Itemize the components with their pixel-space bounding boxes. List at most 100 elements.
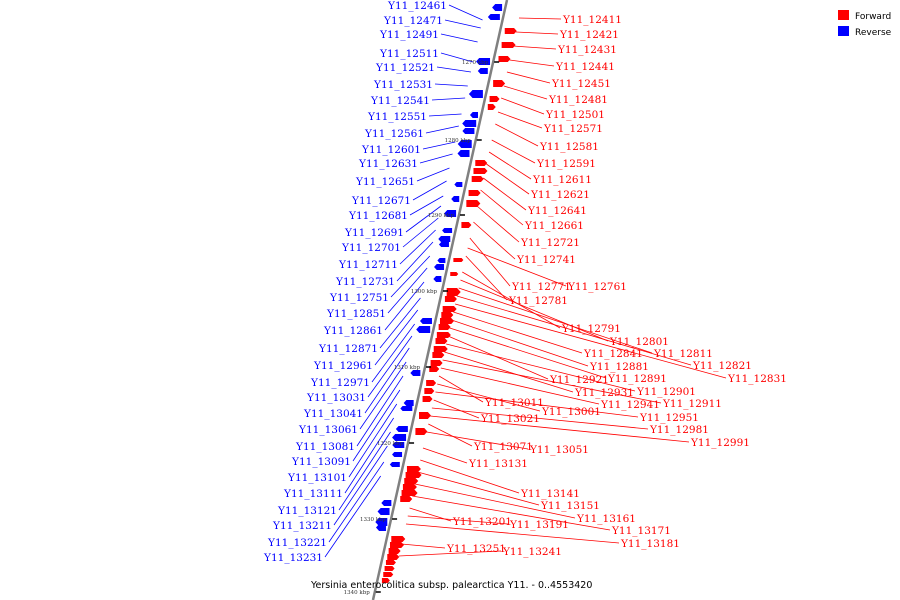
leader-line: [500, 97, 545, 115]
gene-arrow: [377, 508, 390, 515]
leader-line: [367, 335, 413, 398]
gene-label-forward: Y11_12951: [639, 412, 699, 424]
gene-label-reverse: Y11_12461: [387, 0, 447, 12]
gene-arrow: [381, 578, 390, 583]
gene-arrow: [392, 442, 405, 448]
leader-lines: [324, 4, 727, 558]
gene-label-reverse: Y11_12961: [313, 360, 373, 372]
leader-line: [437, 383, 541, 412]
gene-label-forward: Y11_12771: [511, 281, 571, 293]
gene-label-forward: Y11_13161: [576, 513, 636, 525]
gene-label-forward: Y11_12641: [527, 205, 587, 217]
gene-label-forward: Y11_12921: [549, 374, 609, 386]
gene-arrow: [493, 80, 506, 87]
axis-line: [371, 0, 509, 600]
gene-arrow: [400, 406, 413, 411]
gene-label-forward: Y11_13181: [620, 538, 680, 550]
gene-label-forward: Y11_12481: [548, 94, 608, 106]
gene-label-reverse: Y11_13121: [277, 505, 337, 517]
gene-arrow: [438, 324, 451, 330]
leader-line: [419, 153, 453, 164]
tick-label: 1270 kbp: [462, 60, 489, 66]
gene-arrow: [489, 96, 500, 102]
gene-arrow: [450, 272, 459, 276]
leader-line: [422, 447, 468, 464]
gene-label-reverse: Y11_12471: [383, 15, 443, 27]
gene-arrow: [430, 360, 443, 366]
gene-arrow: [432, 352, 445, 358]
gene-label-forward: Y11_12811: [653, 348, 713, 360]
gene-arrow: [454, 182, 463, 187]
legend-label-reverse: Reverse: [855, 28, 892, 38]
leader-line: [390, 255, 431, 298]
gene-arrow: [387, 554, 400, 560]
gene-label-forward: Y11_13151: [540, 500, 600, 512]
gene-label-reverse: Y11_12551: [367, 111, 427, 123]
leader-line: [497, 111, 543, 129]
ruler-ticks: 1270 kbp 1280 kbp 1290 kbp 1300 kbp 1310 kbp…: [344, 60, 500, 596]
gene-label-forward: Y11_12831: [727, 373, 787, 385]
gene-arrow: [487, 14, 500, 20]
gene-label-reverse: Y11_12861: [323, 325, 383, 337]
leader-line: [387, 267, 428, 314]
gene-label-reverse: Y11_12851: [326, 308, 386, 320]
gene-label-forward: Y11_13011: [484, 397, 544, 409]
gene-label-forward: Y11_12911: [662, 398, 722, 410]
leader-line: [444, 19, 481, 29]
legend-swatch-forward: [838, 10, 849, 20]
leader-line: [338, 431, 391, 511]
gene-arrow: [433, 346, 448, 352]
gene-label-forward: Y11_12621: [530, 189, 590, 201]
leader-line: [446, 343, 636, 392]
leader-line: [503, 85, 548, 100]
leader-line: [460, 279, 609, 342]
gene-label-forward: Y11_13021: [480, 413, 540, 425]
leader-line: [352, 389, 401, 462]
gene-label-forward: Y11_12571: [543, 123, 603, 135]
gene-label-forward: Y11_12411: [562, 14, 622, 26]
leader-line: [428, 423, 473, 447]
leader-line: [384, 281, 425, 331]
leader-line: [483, 177, 527, 211]
gene-label-reverse: Y11_13211: [272, 520, 332, 532]
gene-arrow: [401, 490, 418, 496]
leader-line: [438, 375, 484, 403]
gene-label-forward: Y11_12721: [520, 237, 580, 249]
tick-label: 1280 kbp: [445, 138, 472, 144]
leader-line: [409, 195, 444, 216]
gene-label-reverse: Y11_13031: [306, 392, 366, 404]
gene-label-forward: Y11_13001: [541, 406, 601, 418]
gene-arrow: [438, 236, 451, 242]
gene-arrow: [429, 366, 440, 372]
gene-arrow: [475, 160, 488, 166]
gene-label-forward: Y11_13241: [502, 546, 562, 558]
gene-arrow: [410, 370, 421, 376]
leader-line: [447, 335, 549, 380]
gene-arrow: [446, 288, 461, 296]
gene-label-forward: Y11_12941: [600, 399, 660, 411]
genome-axis: [371, 0, 509, 600]
leader-line: [506, 71, 551, 84]
gene-label-reverse: Y11_12631: [358, 158, 418, 170]
gene-arrow: [473, 168, 488, 174]
leader-line: [356, 375, 404, 447]
gene-label-reverse: Y11_13111: [283, 488, 343, 500]
gene-arrow: [433, 276, 442, 282]
leader-line: [480, 189, 524, 226]
gene-label-reverse: Y11_12671: [351, 195, 411, 207]
leader-line: [426, 431, 529, 450]
leader-line: [453, 311, 583, 354]
gene-label-forward: Y11_12901: [636, 386, 696, 398]
gene-arrow: [462, 120, 477, 127]
gene-label-reverse: Y11_12561: [364, 128, 424, 140]
gene-arrow: [471, 176, 484, 182]
gene-label-forward: Y11_12821: [692, 360, 752, 372]
leader-line: [486, 163, 530, 195]
gene-label-forward: Y11_12661: [524, 220, 584, 232]
leader-line: [422, 141, 456, 150]
leader-line: [399, 229, 436, 265]
legend-swatch-reverse: [838, 26, 849, 36]
gene-arrow: [504, 28, 517, 34]
leader-line: [420, 459, 520, 494]
gene-arrow: [403, 400, 414, 406]
